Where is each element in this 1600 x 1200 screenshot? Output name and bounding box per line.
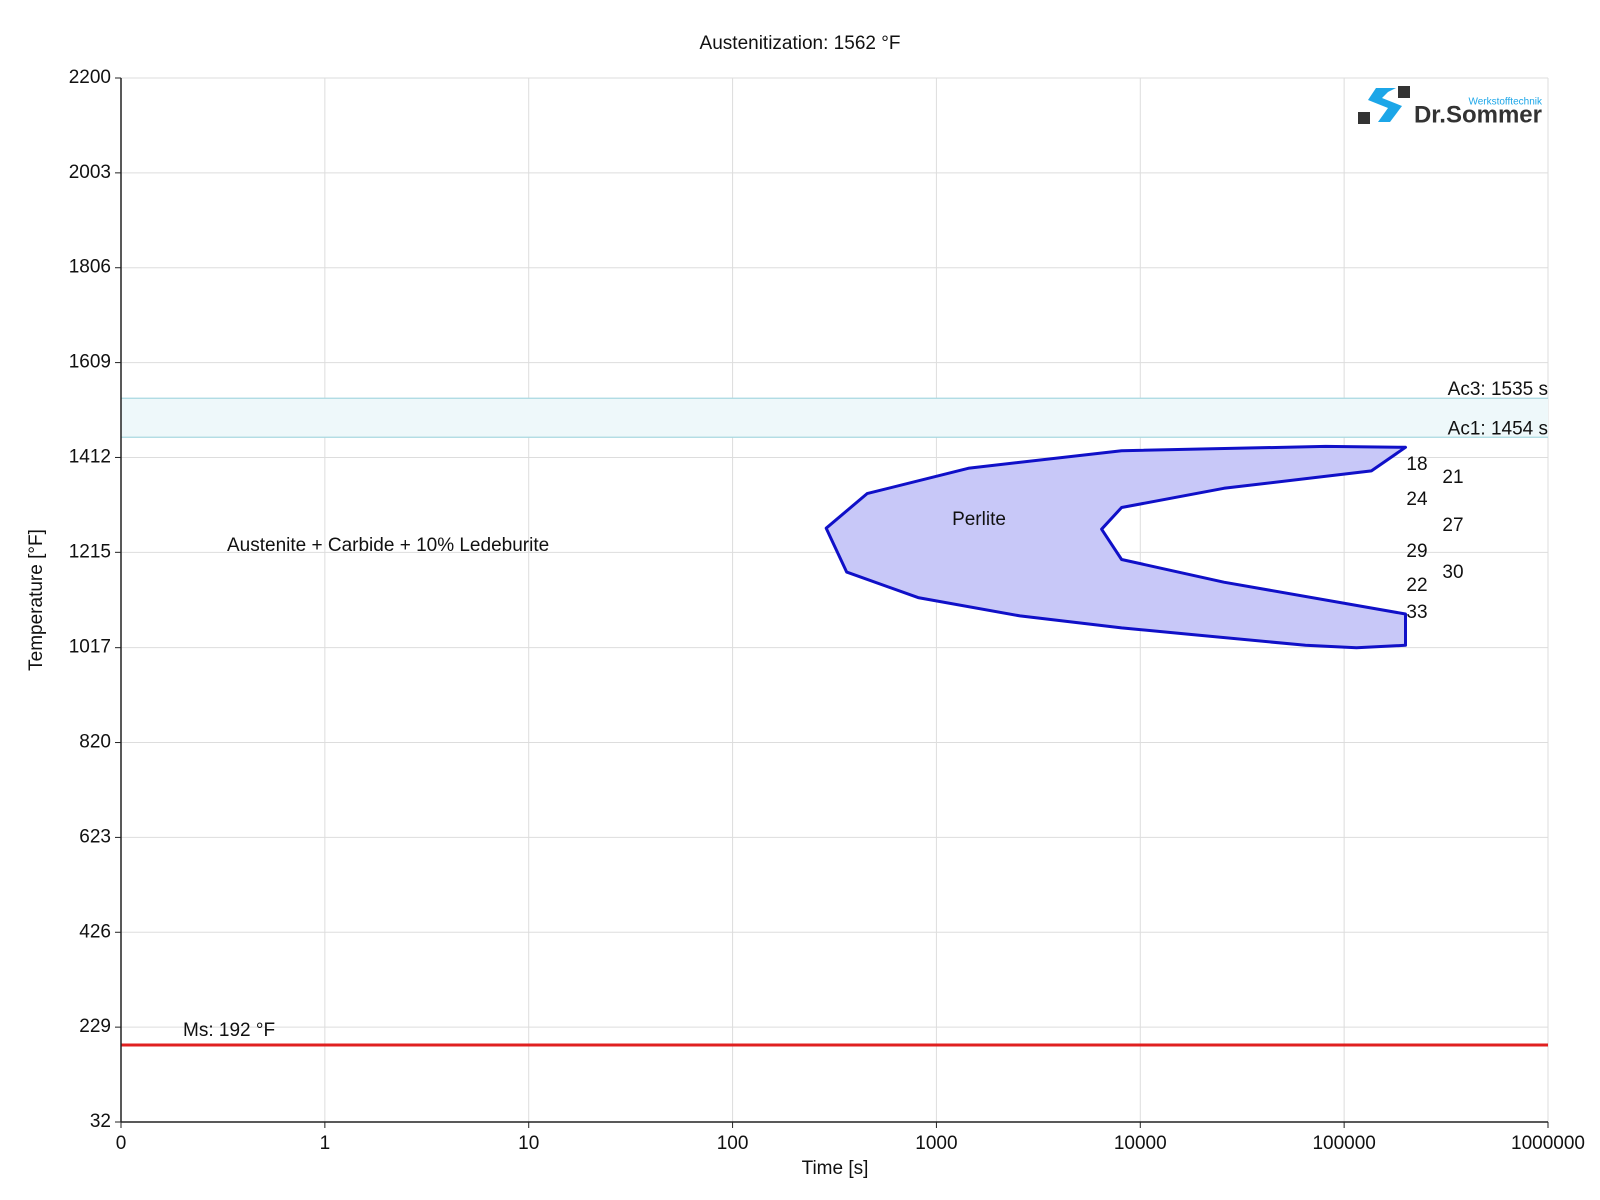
x-tick-label: 10000 — [1114, 1133, 1167, 1154]
hardness-label: 24 — [1406, 489, 1428, 510]
chart-title: Austenitization: 1562 °F — [700, 33, 901, 54]
y-tick-label: 1017 — [69, 637, 111, 658]
y-axis-label: Temperature [°F] — [26, 529, 47, 671]
hardness-label: 21 — [1442, 467, 1463, 488]
annotation: Austenite + Carbide + 10% Ledeburite — [227, 535, 549, 556]
y-tick-label: 229 — [79, 1016, 111, 1037]
x-tick-label: 0 — [116, 1133, 127, 1154]
y-tick-label: 426 — [79, 921, 111, 942]
y-tick-label: 1806 — [69, 257, 111, 278]
logo-tagline: Werkstofftechnik — [1468, 97, 1543, 108]
austenitization-band — [121, 398, 1548, 438]
region-label: Perlite — [952, 509, 1006, 530]
logo: Werkstofftechnik Dr.Sommer — [1358, 86, 1543, 128]
x-tick-label: 100000 — [1312, 1133, 1375, 1154]
logo-square — [1358, 112, 1370, 124]
hardness-label: 18 — [1406, 454, 1427, 475]
y-tick-label: 2200 — [69, 67, 111, 88]
logo-icon — [1368, 88, 1402, 122]
x-tick-label: 1000 — [915, 1133, 957, 1154]
transformation-region — [824, 444, 1407, 650]
y-tick-label: 1609 — [69, 352, 111, 373]
x-axis-label: Time [s] — [802, 1158, 869, 1179]
hardness-label: 27 — [1442, 515, 1463, 536]
logo-square — [1398, 86, 1410, 98]
x-tick-label: 100 — [717, 1133, 749, 1154]
reference-label: Ac3: 1535 s — [1448, 379, 1548, 400]
x-tick-label: 1000000 — [1511, 1133, 1585, 1154]
hardness-label: 30 — [1442, 562, 1463, 583]
y-tick-label: 32 — [90, 1111, 111, 1132]
hardness-label: 29 — [1406, 541, 1427, 562]
hardness-label: 33 — [1406, 602, 1427, 623]
logo-name: Dr.Sommer — [1414, 101, 1542, 128]
x-tick-label: 10 — [518, 1133, 539, 1154]
y-tick-label: 1215 — [69, 541, 111, 562]
y-tick-label: 820 — [79, 732, 111, 753]
reference-label: Ac1: 1454 s — [1448, 418, 1548, 439]
hardness-label: 22 — [1406, 575, 1427, 596]
x-tick-label: 1 — [320, 1133, 331, 1154]
y-tick-label: 2003 — [69, 162, 111, 183]
y-tick-label: 1412 — [69, 446, 111, 467]
y-tick-label: 623 — [79, 826, 111, 847]
reference-label: Ms: 192 °F — [183, 1020, 275, 1041]
